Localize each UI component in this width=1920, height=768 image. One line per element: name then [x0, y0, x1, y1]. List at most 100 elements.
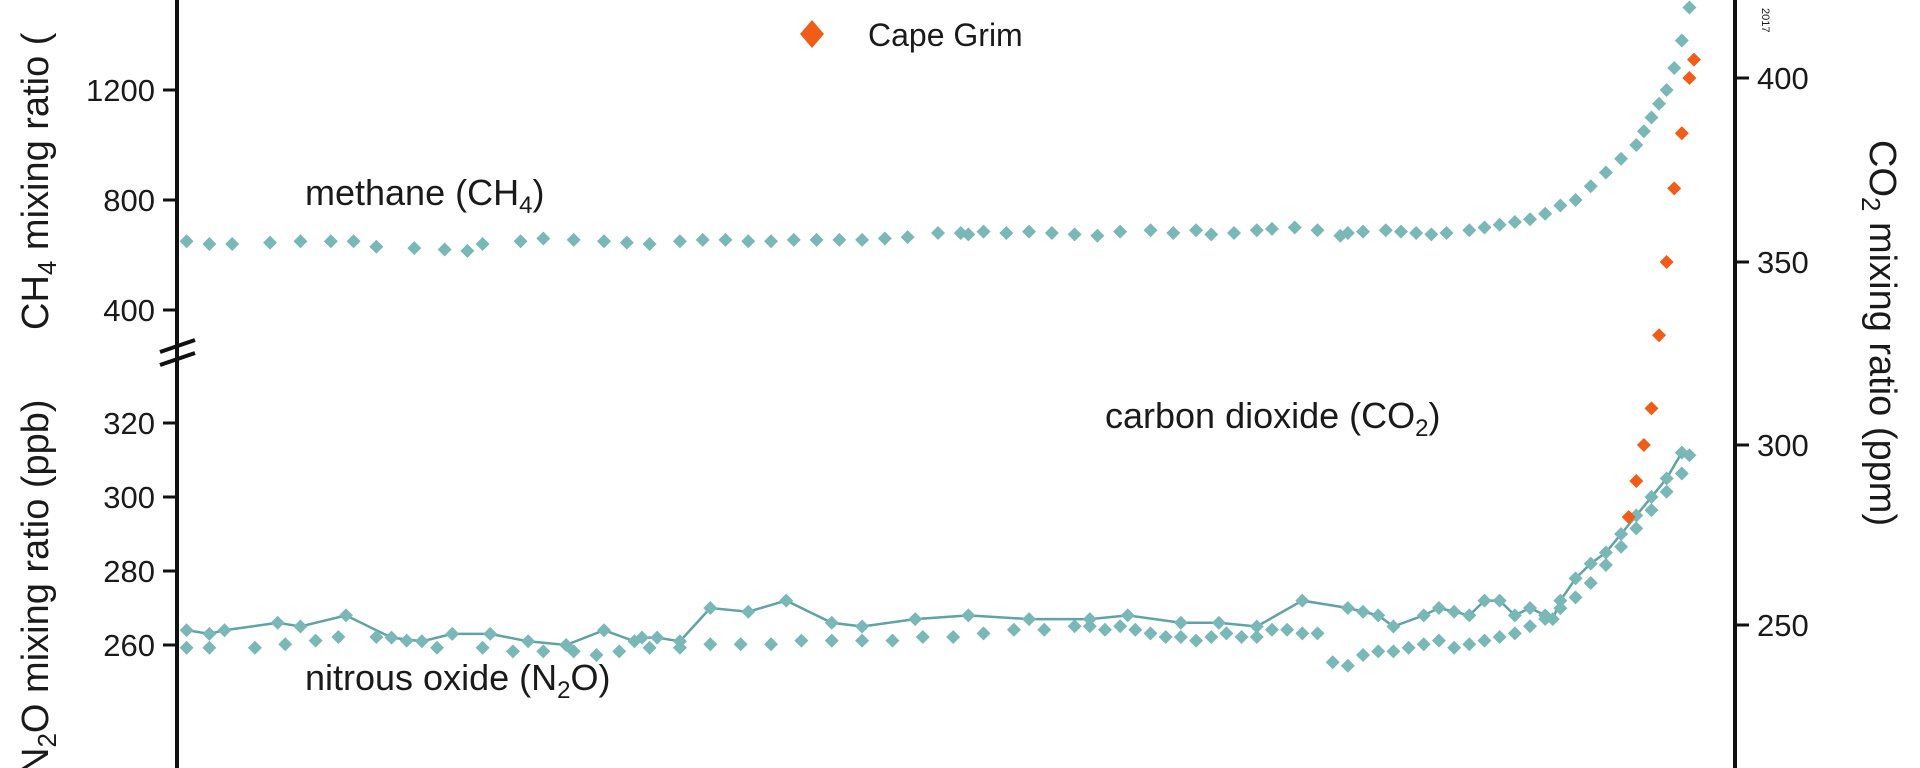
tick-label: 300 [103, 480, 155, 515]
data-point [1204, 630, 1219, 644]
data-point [764, 234, 779, 249]
co2-axis-label-sub: 2 [1856, 197, 1886, 211]
data-point [460, 243, 475, 258]
data-point [1614, 527, 1629, 541]
data-point [202, 640, 217, 655]
data-point [483, 626, 498, 641]
data-point [1598, 545, 1613, 560]
n2o-label-suffix: O) [570, 657, 610, 698]
n2o-series-line [186, 451, 1683, 647]
data-point [1022, 612, 1037, 627]
tick-label: 300 [1757, 428, 1809, 463]
co2-axis-label: CO2 mixing ratio (ppm) [1856, 140, 1903, 526]
data-point [1614, 151, 1629, 166]
data-point [695, 232, 710, 247]
data-point [1523, 601, 1538, 615]
data-point [308, 633, 323, 648]
tick-label: 280 [103, 554, 155, 589]
data-point [179, 234, 194, 249]
data-point [1682, 0, 1697, 15]
data-point [1090, 228, 1105, 243]
series-label-co2: carbon dioxide (CO2) [1105, 395, 1441, 442]
data-point [1598, 558, 1613, 572]
data-point [1659, 471, 1674, 486]
data-point [1356, 648, 1371, 662]
data-point [475, 640, 490, 655]
tick-label: 400 [1757, 61, 1809, 96]
data-point [1120, 608, 1135, 623]
data-point [1667, 61, 1682, 75]
data-point [1439, 226, 1454, 240]
data-point [1189, 633, 1204, 648]
data-point [703, 637, 718, 652]
data-point [536, 231, 551, 246]
data-point [293, 619, 308, 634]
data-point [263, 235, 278, 250]
data-point [1295, 593, 1310, 608]
data-point [1553, 198, 1568, 213]
data-point [1686, 52, 1701, 67]
right-ticks: 250 300 350 400 [1735, 61, 1809, 643]
data-point [1682, 71, 1697, 85]
data-point [1356, 604, 1371, 619]
data-point [1416, 637, 1431, 652]
data-point [741, 234, 756, 249]
data-point [961, 608, 976, 623]
data-point [1128, 622, 1143, 637]
data-point [559, 638, 574, 652]
data-point [1143, 626, 1158, 641]
n2o-axis-label-prefix: N [15, 748, 57, 768]
data-point [1477, 593, 1492, 608]
data-point [885, 633, 900, 648]
tick-label: 400 [103, 293, 155, 328]
data-point [999, 226, 1014, 240]
data-point [1447, 604, 1462, 619]
data-point [741, 604, 756, 619]
data-point [915, 630, 930, 644]
data-point [1553, 601, 1568, 616]
data-point [1219, 626, 1234, 641]
data-point [1492, 593, 1507, 608]
co2-label-suffix: ) [1429, 395, 1441, 436]
data-point [1462, 608, 1477, 623]
data-point [855, 619, 870, 634]
data-point [1416, 608, 1431, 623]
tick-label: 1200 [86, 73, 155, 108]
data-point [1249, 223, 1264, 238]
data-point [202, 237, 217, 251]
corner-annotation: 2017 [1759, 8, 1771, 32]
data-point [1523, 619, 1538, 634]
data-point [475, 237, 490, 251]
tick-label: 800 [103, 183, 155, 218]
data-point [1393, 224, 1408, 239]
data-point [1568, 193, 1583, 207]
data-point [1310, 626, 1325, 641]
n2o-axis-label-sub: 2 [32, 733, 62, 747]
ch4-axis-label-prefix: CH [15, 275, 57, 330]
ch4-axis-label: CH4 mixing ratio ( [15, 32, 62, 330]
data-point [1378, 223, 1393, 238]
ch4-axis-label-suffix: mixing ratio ( [15, 32, 57, 260]
data-point [1614, 539, 1629, 554]
co2-label-sub: 2 [1415, 415, 1428, 442]
data-point [1211, 615, 1226, 630]
data-point [650, 630, 665, 645]
data-point [1022, 224, 1037, 239]
data-point [1287, 220, 1302, 235]
data-point [445, 626, 460, 641]
data-point [270, 615, 285, 630]
data-point [718, 232, 733, 247]
data-point [1097, 622, 1112, 637]
data-point [832, 232, 847, 247]
data-point [1507, 215, 1522, 229]
methane-label-sub: 4 [519, 192, 532, 219]
data-point [1340, 601, 1355, 615]
data-point [225, 237, 240, 251]
data-point [1583, 556, 1598, 571]
data-point [1568, 571, 1583, 586]
co2-axis-label-prefix: CO [1861, 140, 1903, 197]
data-point [1082, 619, 1097, 634]
n2o-label-sub: 2 [557, 677, 570, 704]
data-point [1166, 226, 1181, 240]
co2-axis-label-suffix: mixing ratio (ppm) [1861, 211, 1903, 526]
